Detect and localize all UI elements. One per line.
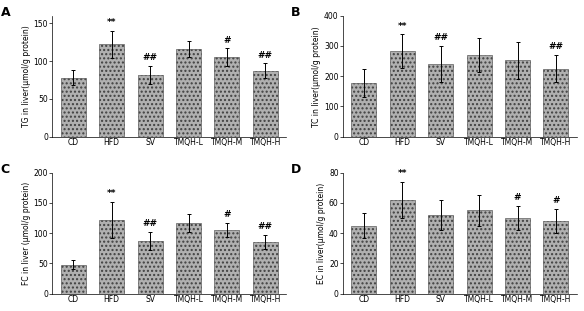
Text: ##: ## bbox=[142, 219, 158, 228]
Bar bbox=[544, 221, 568, 294]
Y-axis label: FC in liver (μmol/g protein): FC in liver (μmol/g protein) bbox=[22, 182, 31, 285]
Bar bbox=[505, 218, 530, 294]
Text: **: ** bbox=[107, 189, 116, 198]
Y-axis label: TC in liver(μmol/g protein): TC in liver(μmol/g protein) bbox=[312, 26, 321, 127]
Y-axis label: TG in liver(μmol/g protein): TG in liver(μmol/g protein) bbox=[22, 25, 31, 127]
Text: ##: ## bbox=[258, 51, 273, 60]
Bar bbox=[390, 200, 415, 294]
Text: #: # bbox=[223, 210, 231, 219]
Bar bbox=[428, 215, 453, 294]
Text: D: D bbox=[291, 163, 301, 176]
Bar bbox=[138, 75, 162, 137]
Bar bbox=[176, 49, 201, 137]
Bar bbox=[61, 265, 86, 294]
Bar bbox=[467, 55, 492, 137]
Bar bbox=[214, 57, 239, 137]
Text: **: ** bbox=[398, 22, 407, 31]
Text: B: B bbox=[291, 6, 301, 19]
Bar bbox=[214, 230, 239, 294]
Text: **: ** bbox=[107, 18, 116, 27]
Bar bbox=[99, 220, 124, 294]
Bar bbox=[352, 225, 377, 294]
Text: **: ** bbox=[398, 169, 407, 178]
Bar bbox=[61, 78, 86, 137]
Text: C: C bbox=[1, 163, 10, 176]
Text: #: # bbox=[514, 193, 522, 202]
Text: ##: ## bbox=[433, 33, 449, 42]
Bar bbox=[467, 211, 492, 294]
Text: ##: ## bbox=[548, 42, 564, 51]
Bar bbox=[253, 71, 278, 137]
Text: A: A bbox=[1, 6, 11, 19]
Bar bbox=[253, 242, 278, 294]
Bar bbox=[176, 223, 201, 294]
Text: ##: ## bbox=[142, 53, 158, 62]
Bar bbox=[544, 69, 568, 137]
Bar bbox=[138, 241, 162, 294]
Text: ##: ## bbox=[258, 222, 273, 231]
Bar bbox=[428, 64, 453, 137]
Bar bbox=[352, 83, 377, 137]
Y-axis label: EC in liver(μmol/g protein): EC in liver(μmol/g protein) bbox=[317, 183, 326, 284]
Bar bbox=[390, 51, 415, 137]
Bar bbox=[505, 60, 530, 137]
Bar bbox=[99, 44, 124, 137]
Text: #: # bbox=[552, 196, 559, 205]
Text: #: # bbox=[223, 35, 231, 44]
